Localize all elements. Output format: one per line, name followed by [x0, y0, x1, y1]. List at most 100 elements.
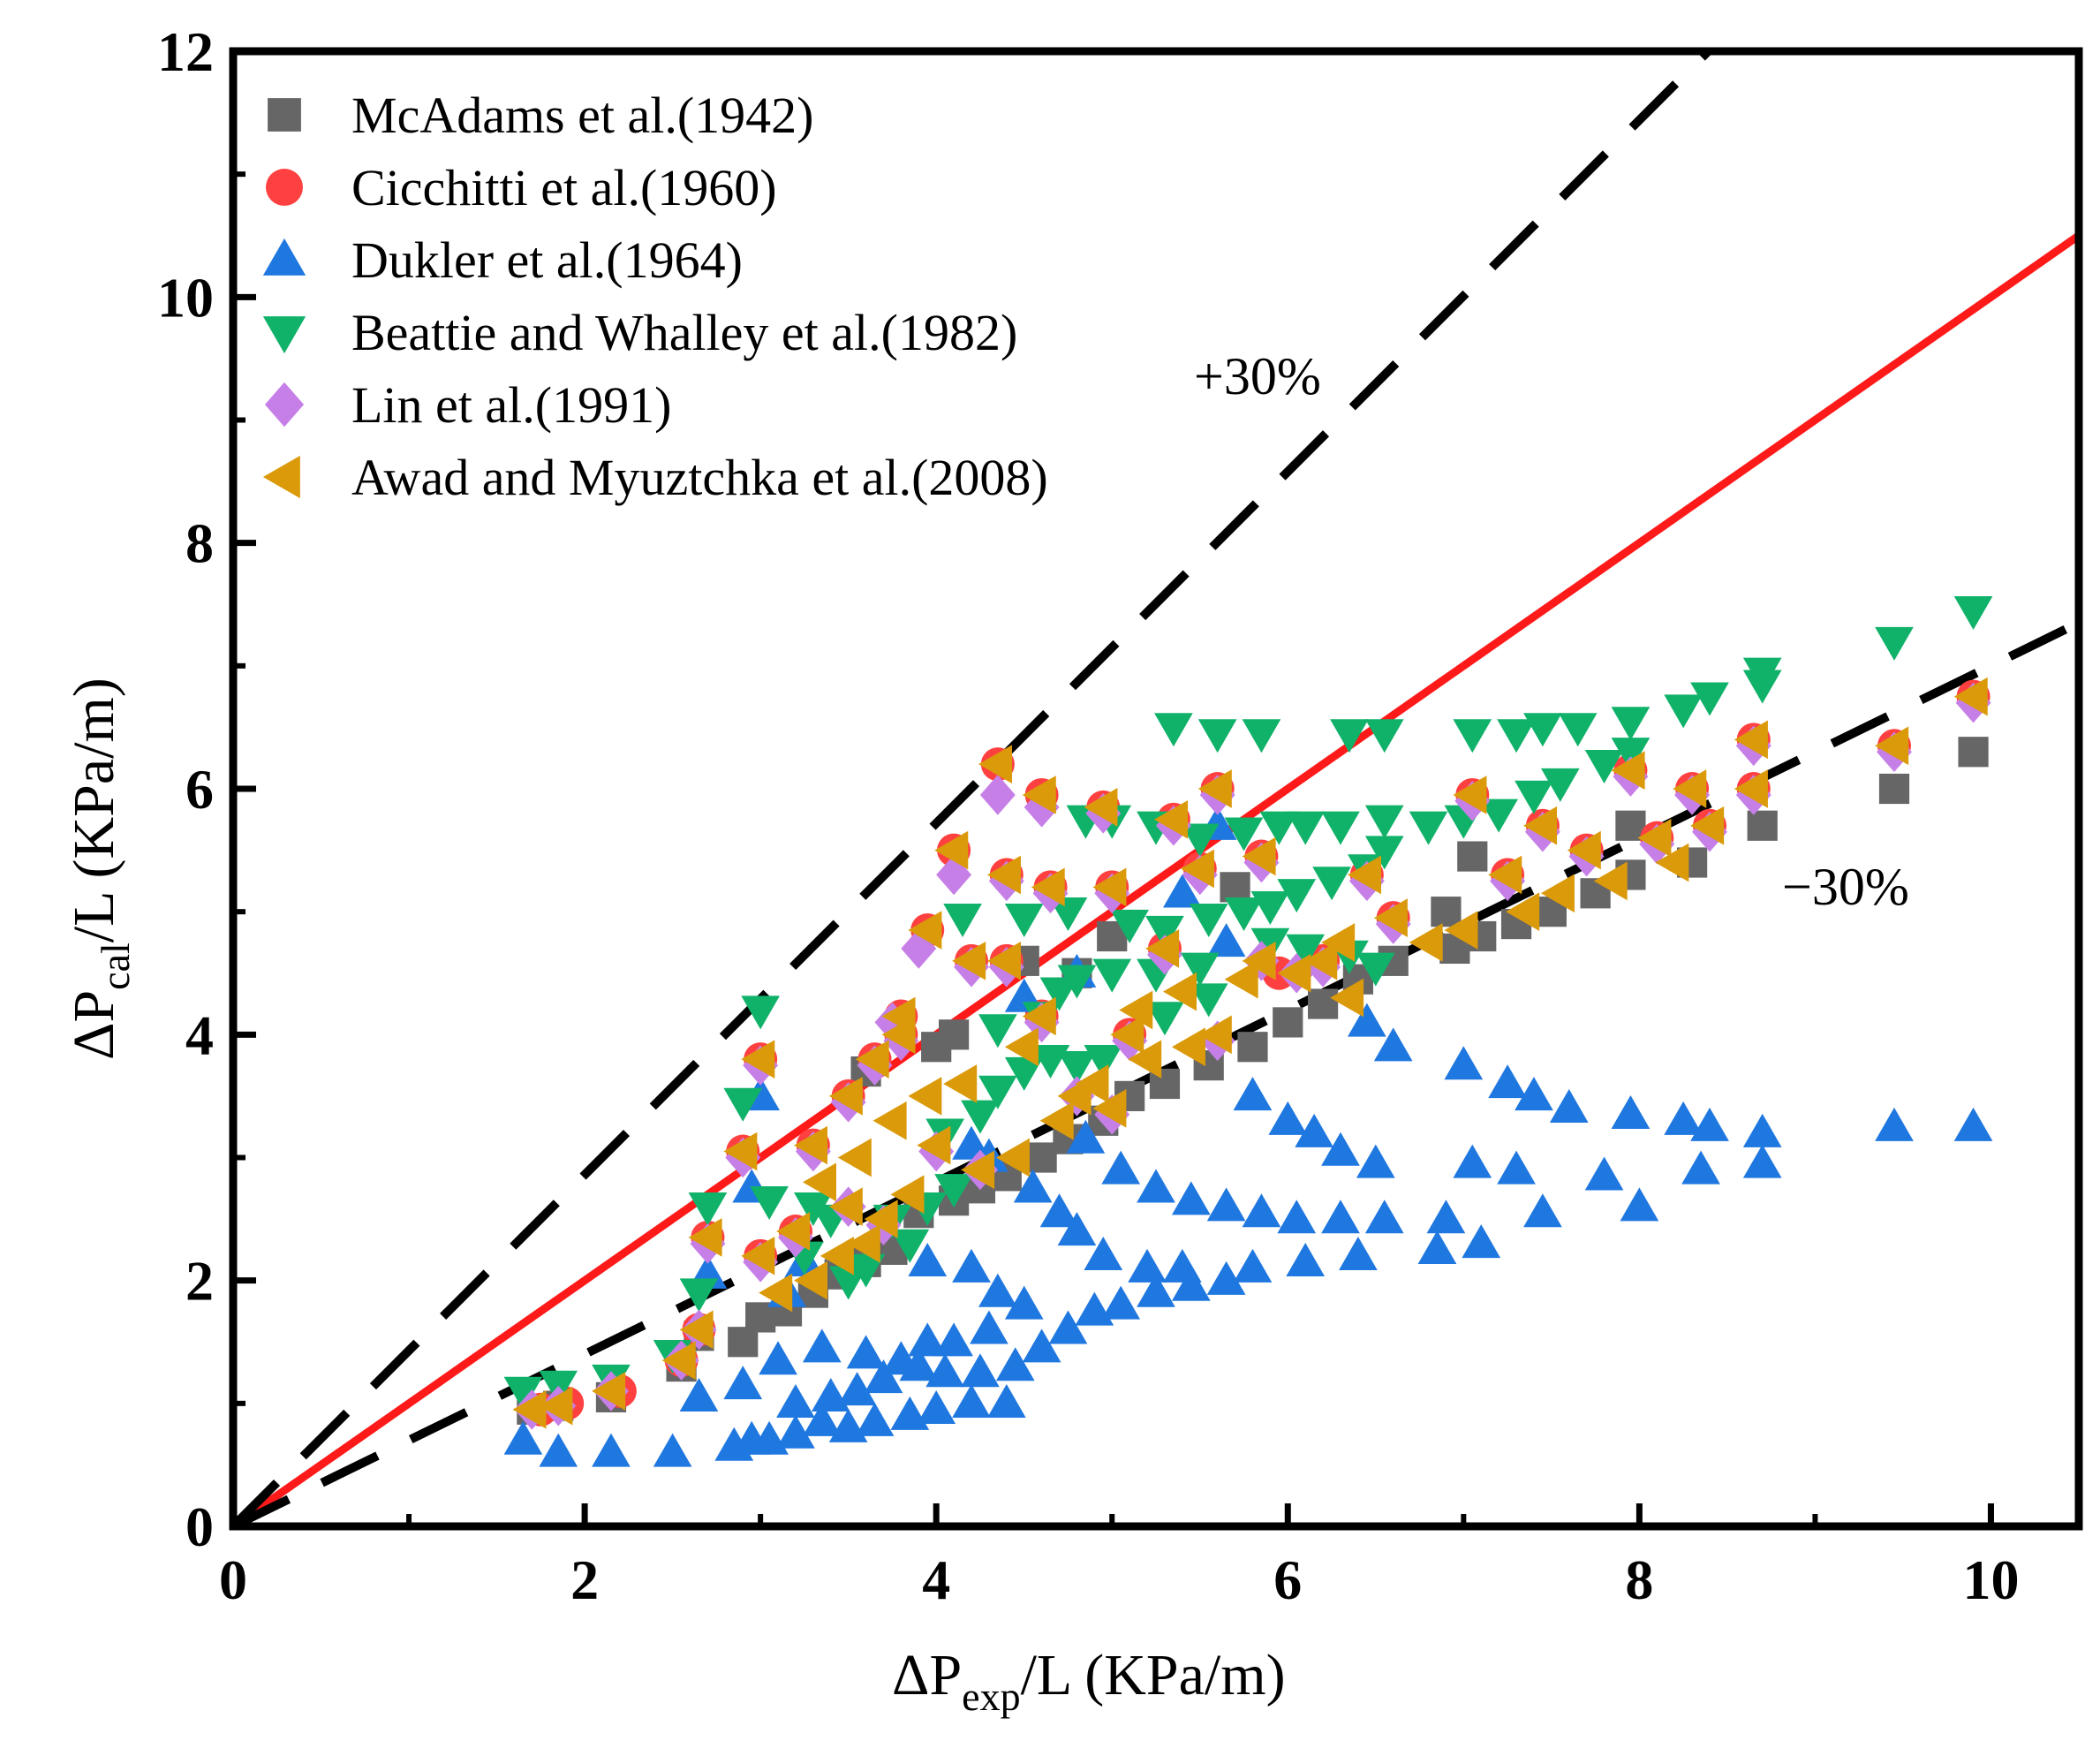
series-5-point-10: [908, 911, 942, 950]
series-2-point-16: [776, 1383, 815, 1418]
series-3-point-54: [1154, 713, 1193, 747]
series-5-point-31: [986, 941, 1021, 980]
series-2-point-78: [1549, 1088, 1589, 1123]
series-3-point-4: [679, 1278, 719, 1313]
series-3-point-21: [943, 903, 982, 937]
series-2-point-13: [917, 1389, 956, 1424]
series-5-point-77: [943, 1064, 978, 1103]
series-3: [503, 596, 1993, 1411]
series-5-point-61: [995, 1138, 1030, 1177]
series-3-point-9: [794, 1192, 833, 1227]
series-2-point-53: [1242, 1193, 1281, 1228]
series-5-point-49: [1197, 1015, 1232, 1055]
series-5-point-33: [828, 1077, 863, 1116]
series-0-point-22: [1237, 1032, 1268, 1063]
series-3-point-53: [1364, 805, 1404, 839]
series-0-point-34: [1747, 810, 1778, 841]
series-5-point-59: [846, 1224, 880, 1263]
series-2-point-27: [881, 1341, 921, 1375]
ref-line-perfect-agreement: [233, 232, 2079, 1526]
series-5-point-12: [978, 745, 1013, 784]
series-0-point-43: [938, 1019, 970, 1050]
series-2-point-19: [864, 1359, 903, 1394]
series-2-point-9: [802, 1402, 842, 1436]
series-3-point-77: [1189, 983, 1228, 1018]
series-2-point-82: [1742, 1113, 1782, 1147]
series-2-point-44: [1523, 1193, 1562, 1228]
y-tick-label-4: 8: [185, 512, 214, 575]
series-5-point-16: [1197, 769, 1232, 808]
series-5-point-73: [802, 1162, 836, 1202]
series-3-point-34: [1312, 867, 1351, 901]
series-2-point-32: [1022, 1328, 1061, 1363]
series-2-point-4: [679, 1378, 719, 1412]
series-3-point-27: [1180, 952, 1220, 987]
series-3-point-17: [1004, 1056, 1044, 1091]
series-2-point-39: [1233, 1248, 1273, 1283]
x-axis-label: ΔPexp/L (KPa/m): [892, 1643, 1286, 1719]
series-3-point-20: [1084, 1045, 1123, 1079]
series-2-point-40: [1286, 1242, 1326, 1276]
series-2-point-85: [1453, 1144, 1492, 1178]
series-3-point-69: [1953, 596, 1993, 631]
series-2-point-2: [592, 1433, 631, 1467]
series-2-point-59: [1057, 1212, 1097, 1246]
series-3-point-62: [1558, 713, 1598, 747]
y-axis-label: ΔPcal/L (KPa/m): [62, 677, 138, 1060]
series-3-point-5: [688, 1192, 728, 1227]
series-3-point-50: [1259, 811, 1299, 845]
series-2-point-80: [1664, 1101, 1703, 1135]
series-3-point-75: [1356, 952, 1395, 987]
series-4-point-13: [1024, 787, 1060, 828]
series-2-point-37: [1171, 1267, 1211, 1301]
series-2-point-35: [1101, 1285, 1141, 1320]
series-3-point-58: [1364, 719, 1404, 753]
series-5-point-41: [1373, 898, 1408, 937]
series-2-point-42: [1417, 1230, 1457, 1265]
series-5-point-29: [1092, 867, 1127, 907]
series-5-point-21: [1523, 806, 1558, 845]
series-2-point-31: [995, 1347, 1035, 1381]
series-3-point-40: [1515, 780, 1553, 814]
series-5-point-50: [1242, 941, 1276, 980]
series-5-point-3: [661, 1341, 696, 1380]
series-2-point-99: [952, 1125, 991, 1160]
y-tick-label-3: 6: [185, 758, 214, 821]
series-5-point-13: [1022, 776, 1056, 814]
series-2-point-29: [934, 1322, 973, 1357]
series-0-point-38: [1457, 841, 1488, 872]
series-3-point-24: [1057, 965, 1097, 999]
series-2-point-22: [961, 1353, 1000, 1388]
series-3-point-65: [1690, 682, 1729, 716]
series-2-point-51: [1321, 1200, 1360, 1234]
series-2-point-63: [1004, 1285, 1044, 1320]
series-3-point-28: [1110, 909, 1149, 943]
series-2-point-8: [776, 1414, 815, 1449]
series-5-point-36: [741, 1236, 775, 1275]
series-2-point-65: [908, 1242, 948, 1276]
series-3-point-79: [846, 1253, 886, 1288]
series-2-point-83: [1875, 1107, 1914, 1141]
series-3-point-8: [750, 1186, 789, 1221]
series-3-point-52: [1321, 811, 1360, 845]
series-2-point-57: [1101, 1150, 1141, 1185]
x-tick-label-3: 6: [1273, 1548, 1302, 1611]
legend-label-0: McAdams et al.(1942): [351, 87, 813, 144]
series-3-point-61: [1523, 713, 1562, 747]
series-5-point-51: [1277, 953, 1311, 993]
series-3-point-6: [723, 1087, 763, 1122]
series-5-point-38: [1110, 1015, 1144, 1055]
series-5-point-76: [908, 1077, 942, 1116]
series-2-point-24: [759, 1341, 797, 1375]
series-2-point-74: [1348, 1003, 1386, 1037]
series-0-point-23: [1273, 1007, 1303, 1038]
annotation-minus-30: −30%: [1782, 858, 1909, 916]
series-2-point-49: [1426, 1200, 1466, 1234]
legend-marker-0: [268, 98, 301, 132]
x-tick-label-1: 2: [570, 1548, 599, 1611]
series-5-point-0: [512, 1389, 547, 1429]
series-2-point-0: [503, 1420, 543, 1455]
series-2-point-77: [1515, 1077, 1553, 1111]
series-5-point-71: [1593, 861, 1628, 901]
